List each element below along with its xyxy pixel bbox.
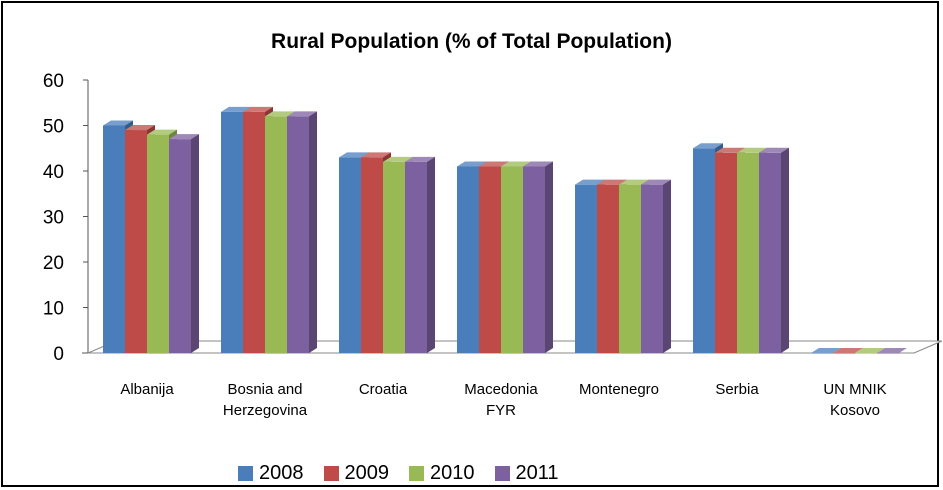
bar-side	[663, 179, 671, 353]
x-tick-label: Herzegovina	[223, 402, 308, 419]
bar	[833, 353, 855, 354]
bar-top	[715, 147, 745, 153]
bar	[221, 111, 243, 353]
bar	[479, 166, 501, 353]
bar	[243, 111, 265, 353]
y-tick-label: 30	[43, 208, 64, 229]
bar-side	[309, 111, 317, 354]
legend-item-2009: 2009	[323, 462, 390, 485]
x-tick-label: Kosovo	[830, 402, 880, 419]
bar	[575, 184, 597, 353]
x-tick-label: UN MNIK	[823, 381, 886, 398]
bar-top	[339, 152, 369, 158]
bar-top	[405, 156, 435, 162]
bar-side	[781, 147, 789, 353]
bar-top	[479, 161, 509, 167]
bar	[457, 166, 479, 353]
bar-top	[103, 120, 133, 126]
legend-label-2010: 2010	[430, 462, 475, 484]
legend-swatch-2010	[409, 466, 424, 481]
bar	[383, 161, 405, 353]
chart-legend: 2008 2009 2010 2011	[238, 462, 579, 485]
bar	[523, 166, 545, 353]
bar	[405, 161, 427, 353]
bar-top	[501, 161, 531, 167]
bar-top	[619, 179, 649, 185]
bar	[103, 125, 125, 353]
bar-top	[147, 129, 177, 135]
y-tick-label: 0	[53, 344, 64, 365]
bar-top	[221, 106, 251, 112]
bar	[855, 353, 877, 354]
bar-top	[641, 179, 671, 185]
bar-top	[523, 161, 553, 167]
legend-item-2011: 2011	[494, 462, 559, 485]
y-tick-label: 40	[43, 162, 64, 183]
y-tick-label: 60	[43, 71, 64, 92]
bar	[737, 152, 759, 353]
x-tick-label: FYR	[486, 402, 516, 419]
x-tick-label: Serbia	[715, 381, 759, 398]
x-tick-label: Montenegro	[579, 381, 659, 398]
legend-label-2009: 2009	[344, 462, 390, 484]
bar-top	[811, 348, 841, 353]
bar-top	[361, 152, 391, 158]
legend-label-2008: 2008	[259, 462, 304, 484]
bar-top	[759, 147, 789, 153]
bar	[147, 134, 169, 353]
bar-top	[457, 161, 487, 167]
bar	[361, 157, 383, 353]
legend-swatch-2008	[238, 466, 253, 481]
bar-top	[243, 106, 273, 112]
bar-top	[877, 348, 907, 353]
bar-side	[545, 161, 553, 353]
bar	[715, 152, 737, 353]
x-tick-label: Croatia	[359, 381, 408, 398]
legend-item-2010: 2010	[409, 462, 475, 485]
bar	[693, 148, 715, 353]
y-tick-label: 10	[43, 299, 64, 320]
bar	[619, 184, 641, 353]
bar	[597, 184, 619, 353]
bar	[877, 353, 899, 354]
bar-top	[287, 111, 317, 117]
bar	[641, 184, 663, 353]
bar-top	[833, 348, 863, 353]
bar-top	[125, 125, 155, 131]
bar-top	[265, 111, 295, 117]
bar-top	[693, 143, 723, 149]
x-tick-label: Albanija	[120, 381, 174, 398]
bar	[501, 166, 523, 353]
x-tick-label: Bosnia and	[227, 381, 302, 398]
bar-top	[169, 134, 199, 140]
bar-top	[383, 156, 413, 162]
bar	[811, 353, 833, 354]
bar-top	[575, 179, 605, 185]
bar	[339, 157, 361, 353]
bar	[125, 130, 147, 353]
y-tick-label: 20	[43, 253, 64, 274]
legend-swatch-2009	[323, 466, 339, 481]
bar-top	[737, 147, 767, 153]
bar	[265, 116, 287, 354]
legend-swatch-2011	[494, 466, 510, 481]
bar-top	[855, 348, 885, 353]
bar	[759, 152, 781, 353]
bar-side	[427, 156, 435, 353]
bar	[287, 116, 309, 354]
bar-top	[597, 179, 627, 185]
bar-side	[191, 134, 199, 353]
legend-label-2011: 2011	[515, 462, 559, 484]
x-tick-label: Macedonia	[464, 381, 538, 398]
y-tick-label: 50	[43, 117, 64, 138]
legend-item-2008: 2008	[238, 462, 304, 485]
bar	[169, 139, 191, 353]
chart-title: Rural Population (% of Total Population)	[271, 30, 672, 53]
